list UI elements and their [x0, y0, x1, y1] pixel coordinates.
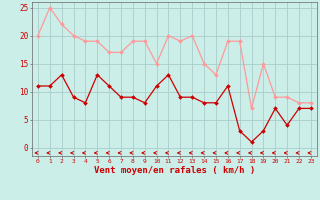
X-axis label: Vent moyen/en rafales ( km/h ): Vent moyen/en rafales ( km/h )	[94, 166, 255, 175]
